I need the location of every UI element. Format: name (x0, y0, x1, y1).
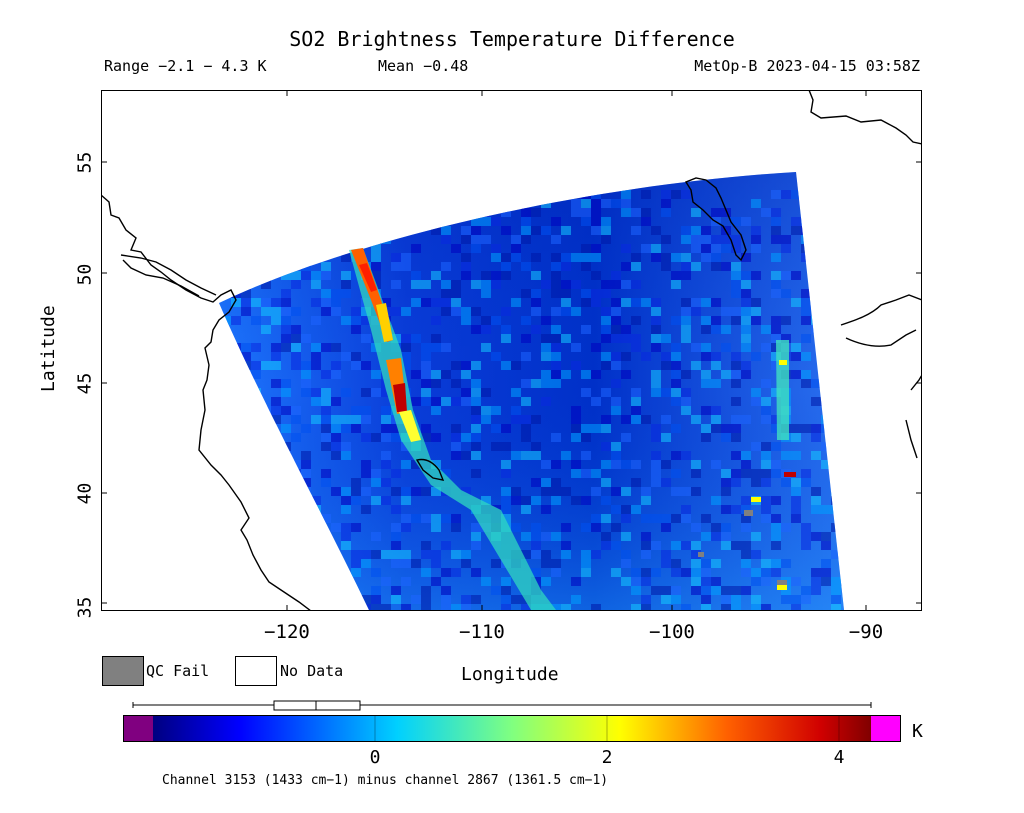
x-tick-label: −120 (264, 621, 310, 643)
qc-fail-swatch (102, 656, 144, 686)
channel-caption: Channel 3153 (1433 cm−1) minus channel 2… (162, 773, 609, 788)
colorbar-gradient (153, 715, 871, 742)
y-tick-label: 45 (74, 372, 96, 395)
range-text: Range −2.1 − 4.3 K (104, 57, 267, 75)
mean-text: Mean −0.48 (378, 57, 469, 75)
x-tick-label: −90 (848, 621, 884, 643)
colorbar-low (123, 715, 153, 742)
colorbar-high (871, 715, 901, 742)
x-axis-label: Longitude (461, 664, 559, 685)
no-data-label: No Data (280, 662, 344, 680)
colorbar-tick-label: 4 (833, 747, 845, 768)
y-tick-label: 50 (74, 263, 96, 286)
coastlines (101, 90, 922, 611)
satellite-time-text: MetOp-B 2023-04-15 03:58Z (694, 57, 920, 75)
colorbar-tick-label: 2 (601, 747, 613, 768)
colorbar-tick-label: 0 (369, 747, 381, 768)
y-tick-label: 55 (74, 151, 96, 174)
y-axis-label: Latitude (38, 305, 59, 392)
so2-plume (349, 248, 796, 610)
y-tick-label: 35 (74, 596, 96, 619)
y-tick-label: 40 (74, 482, 96, 505)
x-tick-label: −100 (649, 621, 695, 643)
colorbar (123, 700, 901, 742)
no-data-swatch (235, 656, 277, 686)
x-tick-label: −110 (459, 621, 505, 643)
map-plot (101, 90, 922, 611)
axis-ticks (101, 90, 922, 611)
colorbar-unit: K (912, 721, 923, 742)
chart-title: SO2 Brightness Temperature Difference (289, 27, 735, 51)
qc-fail-label: QC Fail (146, 662, 210, 680)
